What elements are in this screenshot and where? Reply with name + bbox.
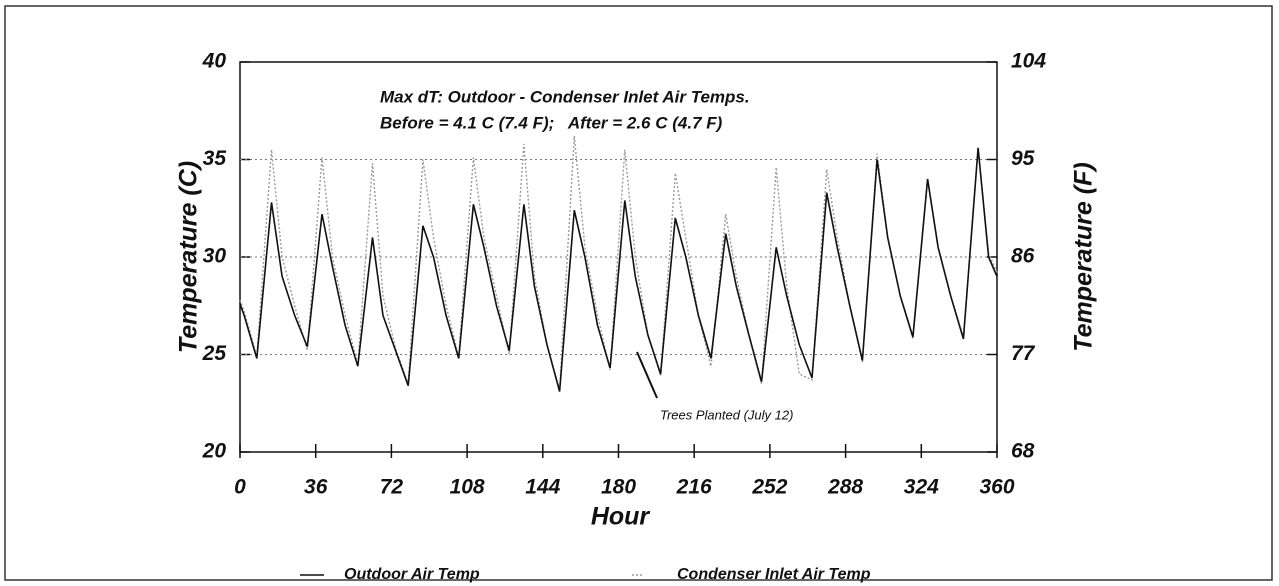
series-line: [239, 136, 998, 390]
y2-tick-label: 86: [1011, 245, 1035, 268]
x-tick-label: 324: [904, 476, 939, 499]
x-tick-label: 252: [751, 476, 787, 499]
legend-label: Outdoor Air Temp: [344, 566, 480, 583]
x-tick-label: 72: [380, 476, 404, 499]
annotation: Trees Planted (July 12): [660, 407, 793, 422]
x-tick-label: 0: [234, 476, 246, 499]
x-tick-label: 180: [601, 476, 636, 499]
y2-tick-label: 68: [1011, 440, 1035, 463]
y-tick-label: 40: [202, 50, 227, 73]
y2-tick-label: 95: [1011, 147, 1035, 170]
frame: [4, 5, 1273, 581]
x-tick-label: 36: [304, 476, 328, 499]
legend-label: Condenser Inlet Air Temp: [677, 566, 871, 583]
y-tick-label: 20: [202, 440, 227, 463]
series-line: [239, 147, 998, 392]
y-tick-label: 30: [203, 245, 227, 268]
x-tick-label: 360: [979, 476, 1014, 499]
x-axis-label: Hour: [591, 503, 651, 531]
y-axis-label: Temperature (C): [175, 161, 203, 353]
y2-tick-label: 77: [1011, 342, 1036, 365]
y-tick-label: 25: [202, 342, 227, 365]
x-tick-label: 216: [676, 476, 712, 499]
y2-tick-label: 104: [1011, 50, 1046, 73]
x-tick-label: 108: [450, 476, 485, 499]
annotation: Max dT: Outdoor - Condenser Inlet Air Te…: [380, 87, 750, 106]
x-tick-label: 288: [827, 476, 863, 499]
annotation: Before = 4.1 C (7.4 F); After = 2.6 C (4…: [380, 113, 723, 132]
y-tick-label: 35: [203, 147, 227, 170]
annotation-arrow: [636, 351, 658, 399]
y2-axis-label: Temperature (F): [1070, 162, 1098, 351]
x-tick-label: 144: [525, 476, 560, 499]
